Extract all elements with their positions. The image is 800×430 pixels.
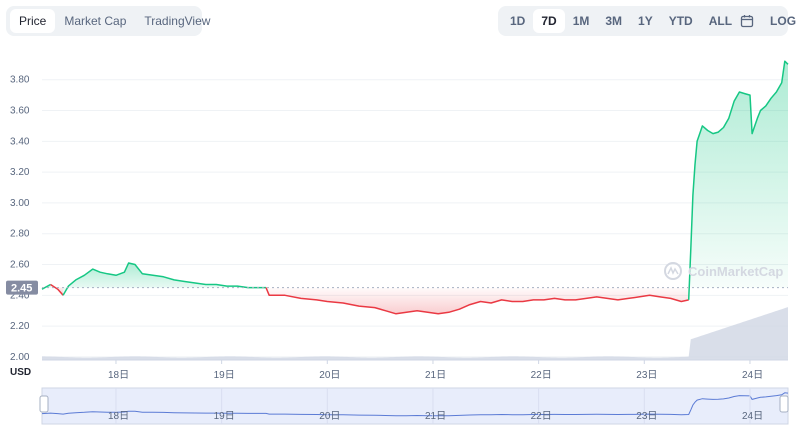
navigator-tick-label: 23日 [636,411,657,422]
y-tick-label: 2.80 [10,229,30,240]
tab-price[interactable]: Price [10,9,56,33]
y-tick-label: 2.00 [10,352,30,363]
x-tick-label: 23日 [636,370,657,381]
navigator-line [41,392,789,417]
price-line-up [62,262,266,296]
reference-badge [6,280,38,295]
area-down [266,287,689,314]
navigator-tick-label: 22日 [531,411,552,422]
navigator-handle-left[interactable] [39,395,49,413]
volume-area [42,307,788,360]
watermark: CoinMarketCap [688,264,783,279]
navigator-tick-label: 20日 [319,411,340,422]
range-navigator[interactable]: 18日 19日 20日 21日 22日 23日 24日 [39,387,789,425]
y-tick-label: 3.00 [10,198,30,209]
x-tick-label: 22日 [531,370,552,381]
x-tick-label: 21日 [425,370,446,381]
price-line-down [50,283,64,296]
x-axis-ticks: 18日 19日 20日 21日 22日 23日 24日 [42,359,788,381]
y-axis-ticks: 2.00 2.20 2.40 2.60 2.80 3.00 3.20 3.40 3.60 3.80 [10,75,30,363]
x-tick-label: 20日 [319,370,340,381]
price-line-up [687,60,789,300]
y-tick-label: 3.40 [10,136,30,147]
reference-price: 2.45 [6,280,788,295]
x-tick-label: 19日 [214,370,235,381]
range-1d[interactable]: 1D [510,14,526,28]
range-ytd[interactable]: YTD [668,14,693,28]
tab-market-cap[interactable]: Market Cap [64,14,127,28]
x-tick-label: 18日 [108,370,129,381]
navigator-background [41,387,789,425]
y-tick-label: 3.80 [10,75,30,86]
price-line-up [41,283,51,290]
y-tick-label: 2.20 [10,321,30,332]
navigator-tick-label: 24日 [742,411,763,422]
volume-bars [42,307,788,360]
grid-lines [42,79,788,358]
range-tabs: 1D 7D 1M 3M 1Y YTD ALL LOG [498,6,796,36]
y-tick-label: 2.60 [10,260,30,271]
area-up [63,263,266,296]
price-lines [41,60,789,315]
range-3m[interactable]: 3M [605,14,623,28]
y-tick-label: 3.60 [10,106,30,117]
chart-type-tabs: Price Market Cap TradingView [6,6,210,36]
tab-tradingview[interactable]: TradingView [144,14,211,28]
range-7d[interactable]: 7D [533,9,565,33]
price-line-down [265,287,689,315]
x-tick-label: 24日 [742,370,763,381]
navigator-tick-label: 18日 [108,411,129,422]
area-up [688,61,788,300]
navigator-tick-label: 19日 [214,411,235,422]
reference-price-label: 2.45 [11,283,32,295]
navigator-tick-label: 21日 [425,411,446,422]
navigator-handle-right[interactable] [779,395,789,413]
range-all[interactable]: ALL [708,14,733,28]
coinmarketcap-logo-icon [664,262,682,280]
calendar-icon[interactable] [740,9,754,33]
log-toggle[interactable]: LOG [770,14,797,28]
range-1y[interactable]: 1Y [638,14,653,28]
y-tick-label: 3.20 [10,167,30,178]
y-tick-label: 2.40 [10,290,30,301]
range-1m[interactable]: 1M [572,14,590,28]
currency-label: USD [10,367,31,378]
